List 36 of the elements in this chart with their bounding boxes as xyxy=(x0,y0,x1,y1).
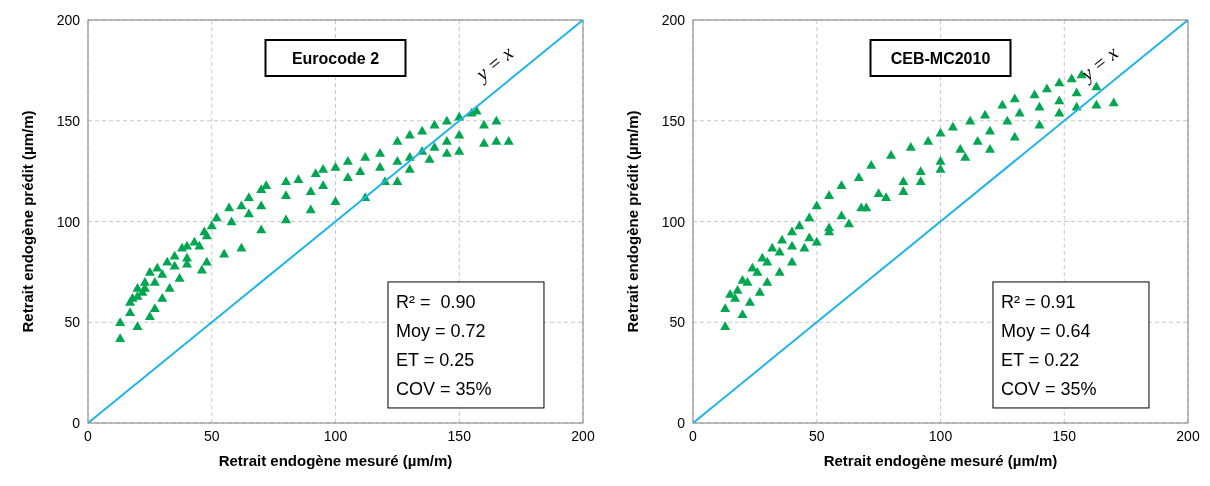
annotation: ET = 0.22 xyxy=(1000,349,1080,370)
x-tick-label: 50 xyxy=(203,428,220,444)
y-tick-label: 200 xyxy=(661,12,686,28)
x-tick-label: 50 xyxy=(808,428,825,444)
y-tick-label: 50 xyxy=(64,314,81,331)
annotation: ET = 0.25 xyxy=(395,349,475,370)
y-tick-label: 150 xyxy=(56,112,81,129)
y-axis-title: Retrait endogène prédit (µm/m) xyxy=(624,110,641,333)
x-tick-label: 0 xyxy=(689,428,698,444)
annotation: Moy = 0.72 xyxy=(395,320,486,341)
x-tick-label: 100 xyxy=(928,428,953,444)
annotation: Moy = 0.64 xyxy=(1000,320,1091,341)
x-tick-label: 0 xyxy=(84,428,93,444)
y-tick-label: 200 xyxy=(56,12,81,28)
title-frame: Eurocode 2 xyxy=(264,39,407,77)
title-frame: CEB-MC2010 xyxy=(869,39,1012,77)
x-tick-label: 200 xyxy=(571,428,595,444)
y-tick-label: 100 xyxy=(56,213,81,230)
x-tick-label: 150 xyxy=(447,428,472,444)
y-tick-label: 50 xyxy=(669,314,686,331)
annotation: R² = 0.91 xyxy=(1000,291,1076,312)
y-tick-label: 150 xyxy=(661,112,686,129)
y-tick-label: 0 xyxy=(677,415,686,431)
x-tick-label: 200 xyxy=(1176,428,1200,444)
x-tick-label: 150 xyxy=(1052,428,1077,444)
annotation: y = x xyxy=(1074,41,1123,87)
x-axis-title: Retrait endogène mesuré (µm/m) xyxy=(218,452,453,469)
annotation: y = x xyxy=(469,41,518,87)
y-axis-title: Retrait endogène prédit (µm/m) xyxy=(19,110,36,333)
x-tick-label: 100 xyxy=(323,428,348,444)
annotation: R² = 0.90 xyxy=(395,291,476,312)
y-tick-label: 0 xyxy=(72,415,81,431)
x-axis-title: Retrait endogène mesuré (µm/m) xyxy=(823,452,1058,469)
annotation: COV = 35% xyxy=(1000,378,1097,399)
annotation: COV = 35% xyxy=(395,378,492,399)
y-tick-label: 100 xyxy=(661,213,686,230)
